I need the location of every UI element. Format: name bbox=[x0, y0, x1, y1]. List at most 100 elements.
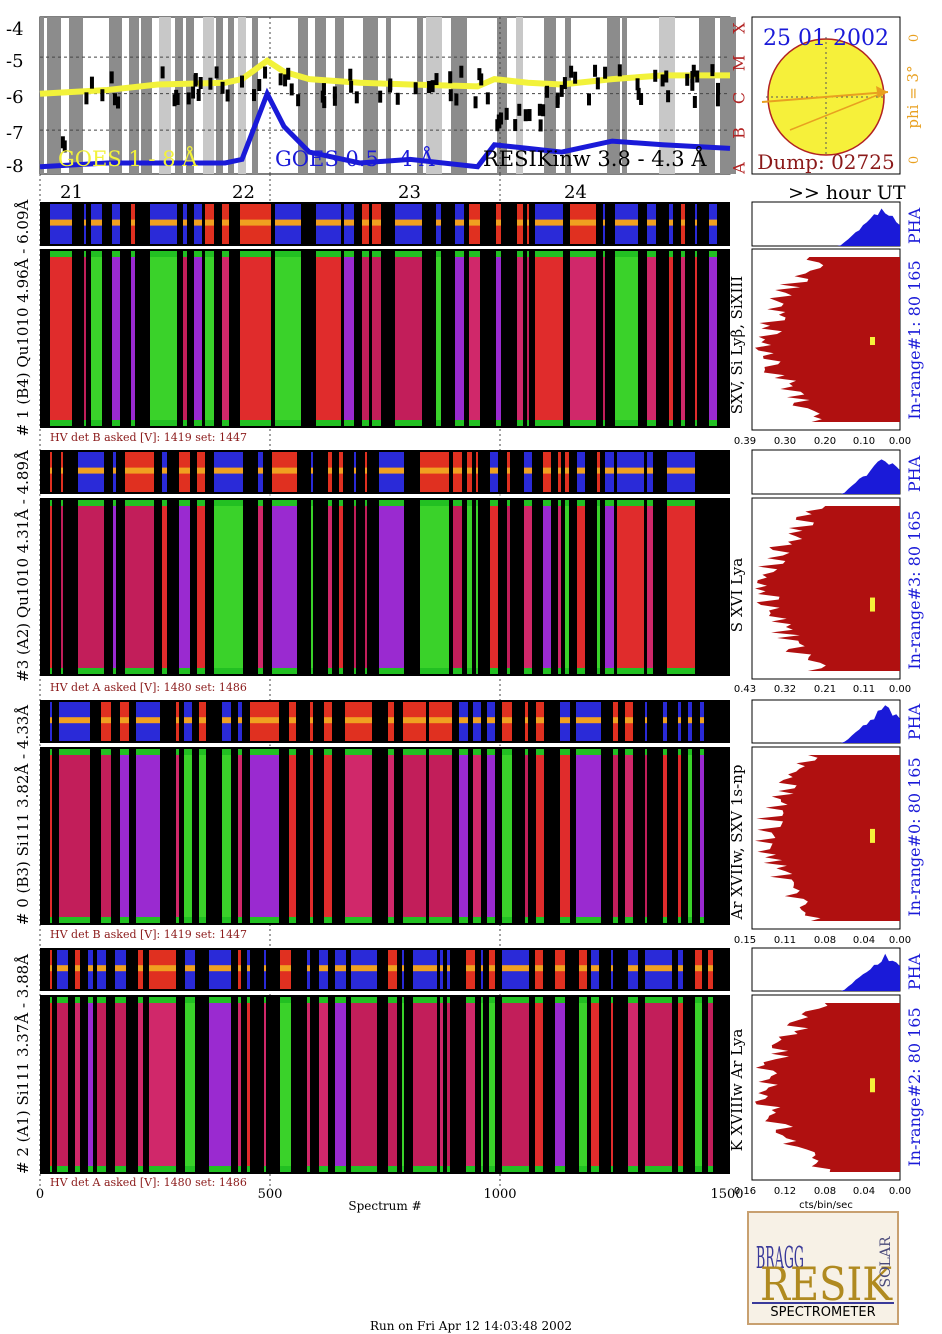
spectrogram-column-edge bbox=[131, 420, 135, 426]
pha-column-core bbox=[194, 219, 202, 226]
resik-mark bbox=[454, 93, 459, 106]
spectrogram-column-edge bbox=[345, 917, 372, 923]
hour-label: 21 bbox=[60, 182, 83, 203]
spectrogram-column-edge bbox=[579, 1166, 587, 1172]
pha-column-core bbox=[420, 467, 449, 474]
spectrogram-column-edge bbox=[354, 668, 356, 674]
spectrum-tick: 0.16 bbox=[734, 1186, 756, 1197]
spectrogram-column-edge bbox=[402, 1166, 404, 1172]
resik-mark bbox=[523, 109, 528, 122]
resik-mark bbox=[538, 119, 543, 132]
resik-mark bbox=[636, 87, 641, 100]
spectrogram-column bbox=[543, 502, 551, 672]
pha-column-core bbox=[289, 717, 296, 724]
spectrum-tick: 0.10 bbox=[853, 436, 875, 447]
spectrogram-column bbox=[319, 999, 328, 1170]
spectrogram-column bbox=[57, 999, 68, 1170]
goes-band bbox=[238, 17, 246, 174]
spectrogram-column bbox=[97, 999, 106, 1170]
spectrogram-column-edge bbox=[222, 420, 229, 426]
goes-band bbox=[335, 17, 344, 174]
spectrogram-column bbox=[455, 253, 464, 424]
spectrogram-column bbox=[162, 502, 167, 672]
spectrum-tick: 0.04 bbox=[853, 935, 875, 946]
spectrogram-column-edge bbox=[517, 420, 523, 426]
spectrogram-column-edge bbox=[517, 251, 523, 257]
spectrogram-column-edge bbox=[264, 1166, 266, 1172]
spectrogram-column-edge bbox=[395, 420, 422, 426]
spectrogram-column bbox=[579, 999, 587, 1170]
resik-mark bbox=[690, 70, 695, 83]
spectrogram-column-edge bbox=[205, 420, 214, 426]
spectrogram-column-edge bbox=[489, 1166, 495, 1172]
pha-column-core bbox=[647, 467, 653, 474]
spectrogram-column-edge bbox=[113, 500, 116, 506]
sun-pointing-arrowhead bbox=[876, 86, 888, 98]
pha-image bbox=[40, 948, 730, 991]
spectrogram-column-edge bbox=[613, 917, 618, 923]
pha-column-core bbox=[250, 717, 279, 724]
spectrogram-column-edge bbox=[489, 997, 495, 1003]
resik-mark bbox=[498, 112, 503, 125]
goes-ytick: -8 bbox=[6, 156, 24, 177]
pha-column-core bbox=[507, 467, 510, 474]
pha-column-core bbox=[611, 965, 613, 972]
sun-disk-panel: 25 01 2002 Dump: 02725 phi = 3° 0 0 bbox=[751, 16, 922, 175]
spectrogram-column-edge bbox=[487, 917, 495, 923]
logo-bragg: BRAGG bbox=[756, 1241, 804, 1276]
pha-column-core bbox=[185, 965, 195, 972]
spectrogram-column-edge bbox=[50, 251, 72, 257]
spectrum-tick: 0.00 bbox=[889, 935, 911, 946]
spectrum-tick: 0.32 bbox=[774, 684, 796, 695]
spectrogram-column bbox=[240, 253, 271, 424]
goes-long-legend: GOES 1 - 8 Å bbox=[58, 146, 198, 171]
resik-mark bbox=[617, 64, 622, 77]
pha-column-core bbox=[136, 717, 160, 724]
spectrogram-column-edge bbox=[125, 668, 154, 674]
resik-mark bbox=[434, 73, 439, 86]
goes-band bbox=[699, 17, 715, 174]
goes-ytick: -4 bbox=[6, 19, 24, 40]
goes-ytick: -7 bbox=[6, 123, 24, 144]
spectrogram-column-edge bbox=[597, 668, 600, 674]
spectrogram-column-edge bbox=[222, 917, 231, 923]
goes-band bbox=[565, 17, 571, 174]
pha-column-core bbox=[487, 717, 495, 724]
goes-band bbox=[159, 17, 171, 174]
spectrum-tick: 0.08 bbox=[814, 1186, 836, 1197]
spectrogram-column-edge bbox=[496, 420, 501, 426]
resik-mark bbox=[660, 74, 665, 87]
pha-column-core bbox=[517, 219, 523, 226]
spectrogram-column-edge bbox=[50, 500, 52, 506]
spectrogram-column-edge bbox=[453, 668, 462, 674]
spectrogram-column-edge bbox=[222, 251, 229, 257]
spectrogram-column-edge bbox=[275, 420, 301, 426]
spectrum-number-tick: 500 bbox=[258, 1187, 283, 1202]
pha-column-core bbox=[61, 467, 63, 474]
spectrogram-column-edge bbox=[681, 420, 685, 426]
pha-column-core bbox=[379, 467, 404, 474]
spectrogram-column-edge bbox=[678, 997, 683, 1003]
spectrogram-column bbox=[476, 502, 478, 672]
pha-column-core bbox=[570, 219, 596, 226]
spectrogram-column bbox=[238, 999, 241, 1170]
spectrogram-column-edge bbox=[136, 917, 160, 923]
spectrum-number-tick: 1500 bbox=[710, 1187, 743, 1202]
goes-band bbox=[228, 17, 234, 174]
spectrogram-column bbox=[558, 502, 561, 672]
resik-mark bbox=[653, 69, 658, 82]
spectrogram-column-edge bbox=[611, 997, 613, 1003]
spectrogram-column-edge bbox=[628, 1166, 638, 1172]
spectrogram-column-edge bbox=[112, 420, 120, 426]
resik-mark bbox=[160, 66, 165, 79]
pha-column-core bbox=[351, 965, 377, 972]
pha-column-core bbox=[75, 965, 80, 972]
spectrogram-column-edge bbox=[362, 420, 369, 426]
pha-column-core bbox=[617, 467, 644, 474]
resik-mark bbox=[559, 84, 564, 97]
pha-column-core bbox=[365, 467, 367, 474]
pha-column-core bbox=[625, 717, 633, 724]
spectrogram-column-edge bbox=[507, 500, 510, 506]
spectrogram-column-edge bbox=[645, 749, 647, 755]
spectrogram-column bbox=[453, 502, 462, 672]
